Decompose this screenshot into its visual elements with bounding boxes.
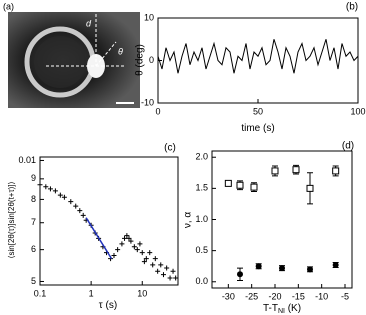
plus-marker: [160, 272, 166, 278]
y-tick-label: 2.0: [195, 152, 208, 162]
y-tick-label: 9: [31, 173, 36, 183]
plus-marker: [141, 259, 147, 265]
circle-marker: [332, 261, 339, 268]
square-marker: [271, 167, 279, 175]
x-axis-label-text: τ (s): [99, 300, 117, 311]
plus-marker: [164, 265, 170, 271]
image-panel: (a) d θ: [3, 1, 140, 108]
y-axis-label: ⟨sin[2θ(τ)]sin[2θ(t+τ)]⟩: [7, 181, 16, 258]
y-tick-label: 1.0: [195, 214, 208, 224]
panel-label: (c): [164, 143, 176, 154]
circle-marker: [237, 271, 243, 278]
x-tick-label: -20: [268, 291, 281, 301]
angle-line: [95, 41, 117, 67]
x-tick-label: -25: [245, 291, 258, 301]
plus-marker: [167, 275, 173, 281]
x-axis-label-unit: (K): [285, 303, 301, 314]
plus-marker: [124, 233, 130, 239]
panel-label: (d): [342, 141, 354, 152]
plus-marker: [150, 262, 156, 268]
x-tick-label: -5: [341, 291, 349, 301]
plus-marker: [119, 241, 125, 247]
square-marker: [306, 184, 314, 192]
circle-marker: [255, 263, 262, 270]
plus-marker: [170, 268, 176, 274]
plus-marker: [80, 212, 86, 218]
square-marker: [224, 179, 232, 187]
plus-marker: [137, 241, 143, 247]
x-tick-label: 50: [253, 106, 263, 116]
plus-marker: [173, 275, 179, 281]
plus-marker: [52, 188, 58, 194]
y-tick-label: 0: [149, 55, 154, 65]
y-tick-label: 5: [31, 276, 36, 286]
plot-frame: [157, 17, 359, 104]
square-marker: [292, 166, 300, 174]
x-axis-label: τ (s): [99, 300, 117, 311]
square-marker: [332, 167, 340, 175]
plus-marker: [139, 250, 145, 256]
annotation: θ: [118, 46, 123, 56]
plus-marker: [122, 235, 128, 241]
fit-line: [85, 217, 113, 259]
plus-marker: [152, 256, 158, 262]
x-axis-label: T-TNI (K): [263, 303, 301, 315]
x-tick-label: 10: [137, 288, 147, 298]
x-tick-label: 0: [155, 106, 160, 116]
y-tick-label: 8: [31, 194, 36, 204]
y-tick-label: 0.5: [195, 245, 208, 255]
x-tick-label: 100: [350, 106, 365, 116]
plus-marker: [43, 184, 49, 190]
plus-marker: [77, 208, 83, 214]
plus-marker: [158, 262, 164, 268]
x-axis-label-text: T-T: [263, 303, 278, 314]
circle-marker: [279, 265, 285, 272]
circle-marker: [307, 266, 313, 273]
y-tick-label: -10: [141, 97, 154, 107]
y-tick-label: 0.01: [18, 155, 36, 165]
y-tick-label: 7: [31, 217, 36, 227]
plus-marker: [131, 244, 137, 250]
square-marker: [236, 181, 244, 189]
y-tick-label: 6: [31, 244, 36, 254]
y-axis-label: ν, α: [183, 212, 194, 229]
panel-label: (b): [346, 2, 358, 13]
y-tick-label: 0.0: [195, 276, 208, 286]
plus-marker: [57, 192, 63, 198]
y-tick-label: 10: [144, 12, 154, 22]
x-tick-label: 0.1: [34, 288, 47, 298]
plus-marker: [128, 238, 134, 244]
plot-frame: [39, 156, 179, 286]
plus-marker: [126, 235, 132, 241]
plus-marker: [115, 247, 121, 253]
plus-marker: [68, 199, 74, 205]
annotation: d: [86, 18, 92, 28]
data-line: [157, 39, 359, 74]
x-tick-label: 1: [89, 288, 94, 298]
y-axis-label: θ (deg): [135, 44, 146, 76]
plus-marker: [143, 256, 149, 262]
plus-marker: [61, 194, 67, 200]
plus-marker: [73, 203, 79, 209]
plus-marker: [37, 182, 43, 188]
plus-marker: [47, 186, 53, 192]
x-tick-label: -10: [315, 291, 328, 301]
x-axis-label-text: time (s): [241, 123, 274, 134]
square-marker: [250, 183, 258, 191]
panel-label: (a): [3, 1, 14, 11]
plus-marker: [111, 253, 117, 259]
y-tick-label: 1.5: [195, 183, 208, 193]
droplet-core: [34, 36, 86, 88]
x-tick-label: -15: [292, 291, 305, 301]
plus-marker: [134, 247, 140, 253]
x-axis-label: time (s): [241, 123, 274, 134]
x-axis-label-sub: NI: [278, 308, 285, 315]
x-tick-label: -30: [222, 291, 235, 301]
plus-marker: [155, 268, 161, 274]
plus-marker: [147, 250, 153, 256]
